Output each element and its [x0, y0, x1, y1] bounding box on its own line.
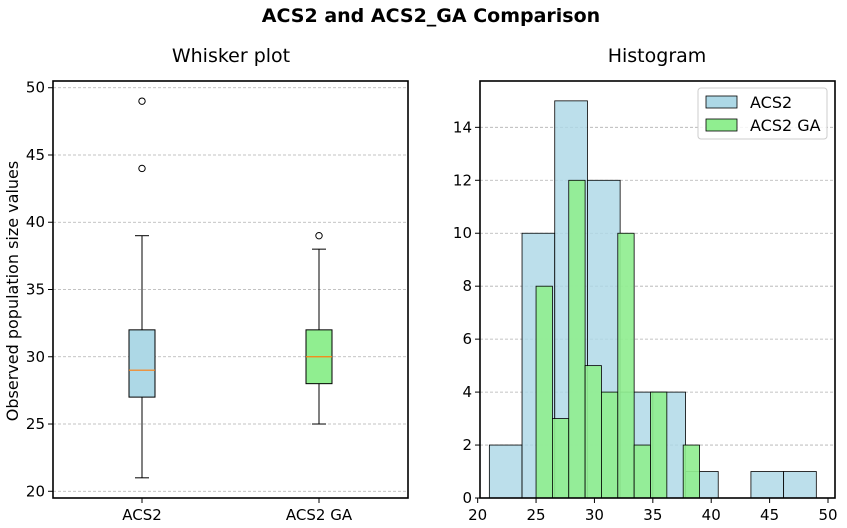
y-tick-label: 30	[26, 348, 45, 366]
whisker-plot-frame	[52, 80, 409, 499]
y-tick-label: 10	[453, 224, 472, 242]
acs2-ga-bar	[650, 391, 668, 499]
outlier-point	[138, 164, 146, 173]
y-tick-label: 45	[26, 146, 45, 164]
acs2-ga-bar	[633, 444, 651, 499]
y-tick-label: 50	[26, 79, 45, 97]
y-tick-label: 35	[26, 281, 45, 299]
outlier-point	[315, 231, 323, 240]
acs2-ga-bar	[584, 365, 602, 499]
x-tick-label: 35	[643, 506, 662, 524]
figure-title: ACS2 and ACS2_GA Comparison	[262, 5, 600, 27]
legend-label: ACS2 GA	[750, 116, 821, 135]
acs2-ga-bar	[552, 418, 570, 499]
acs2-ga-bar	[682, 444, 700, 499]
y-tick-label: 2	[462, 436, 472, 454]
x-tick-label: 25	[527, 506, 546, 524]
x-tick-label: 40	[702, 506, 721, 524]
histogram-x-ticks: 20 25 30 35 40 45 50	[468, 498, 838, 524]
outlier-point	[138, 97, 146, 105]
acs2-ga-bar	[568, 179, 586, 499]
histogram-frame	[479, 80, 836, 499]
histogram-y-ticks: 0 2 4 6 8 10 12 14	[453, 118, 480, 507]
legend-swatch	[705, 95, 738, 109]
acs2-bar	[488, 444, 523, 499]
legend-swatch	[705, 118, 738, 132]
x-tick-label: ACS2	[122, 506, 162, 524]
box-1	[128, 329, 156, 398]
acs2-bar	[783, 471, 817, 499]
whisker-plot-grid	[53, 87, 408, 492]
y-tick-label: 40	[26, 213, 45, 231]
acs2-ga-bar	[617, 232, 635, 499]
histogram-legend: ACS2 ACS2 GA	[697, 87, 828, 140]
acs2-ga-bar	[601, 391, 619, 499]
x-tick-label: 50	[818, 506, 837, 524]
y-tick-label: 25	[26, 415, 45, 433]
whisker-plot-boxes	[128, 97, 333, 479]
y-tick-label: 6	[462, 330, 472, 348]
histogram-title: Histogram	[608, 45, 707, 67]
acs2-bar	[750, 471, 785, 499]
histogram-panel: Histogram 0 2 4 6 8 10 12 14 20 25 30 35 40 45 50 ACS…	[453, 45, 838, 524]
whisker-plot-y-ticks: 20 25 30 35 40 45 50	[26, 79, 53, 500]
y-tick-label: 4	[462, 383, 472, 401]
x-tick-label: ACS2 GA	[286, 506, 353, 524]
whisker-plot-x-ticks: ACS2 ACS2 GA	[122, 498, 353, 524]
whisker-plot-y-axis-label: Observed population size values	[3, 161, 22, 421]
x-tick-label: 20	[468, 506, 487, 524]
y-tick-label: 12	[453, 171, 472, 189]
y-tick-label: 20	[26, 482, 45, 500]
legend-label: ACS2	[750, 93, 792, 112]
x-tick-label: 45	[760, 506, 779, 524]
acs2-ga-bar	[535, 285, 553, 499]
histogram-bars	[488, 100, 817, 499]
y-tick-label: 0	[462, 489, 472, 507]
whisker-plot-title: Whisker plot	[172, 45, 290, 67]
y-tick-label: 8	[462, 277, 472, 295]
y-tick-label: 14	[453, 118, 472, 136]
x-tick-label: 30	[585, 506, 604, 524]
